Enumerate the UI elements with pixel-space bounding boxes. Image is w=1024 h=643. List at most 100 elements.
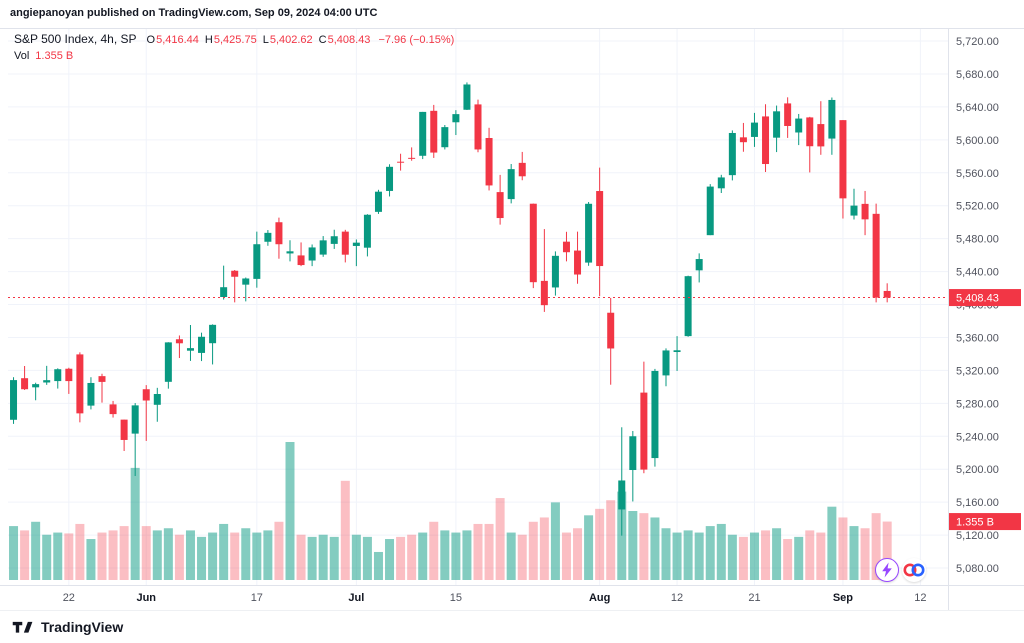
volume-bar [329,536,339,580]
time-axis-day-label: 12 [914,592,926,604]
candle-body [374,191,382,212]
candle-body [109,404,117,415]
volume-bar [252,532,262,580]
candle-body [363,214,371,248]
tradingview-logo[interactable] [12,619,34,635]
volume-bar [75,523,85,580]
volume-bar [418,532,428,580]
candle-body [386,166,394,191]
time-axis-month-label: Jun [136,592,156,604]
price-axis-label: 5,600.00 [956,135,999,147]
candle-body [728,132,736,176]
symbol-title[interactable]: S&P 500 Index, 4h, SP [14,32,137,46]
candle-body [10,380,18,420]
candle-body [408,157,416,159]
candle-body [784,103,792,126]
boost-icon[interactable] [875,558,899,582]
volume-bar [462,530,472,580]
volume-bar [617,491,627,580]
volume-bar [407,534,417,580]
time-axis-day-label: 15 [450,592,462,604]
volume-bar [429,521,439,580]
candle-body [463,84,471,110]
volume-bar [230,532,240,580]
candle-body [540,280,548,306]
price-axis-label: 5,480.00 [956,234,999,246]
candle-body [806,117,814,147]
volume-bar [174,534,184,580]
candle-body [209,324,217,344]
volume-bar [827,506,837,580]
volume-bar [31,521,41,580]
volume-bar [296,534,306,580]
volume-bar [219,523,229,580]
candle-body [618,480,626,510]
volume-bar [628,511,638,580]
volume-bar [550,502,560,580]
reactions-icon[interactable] [902,558,926,582]
candle-body [330,236,338,244]
low-value: 5,402.62 [269,34,313,46]
candle-body [717,177,725,189]
candle-body [507,169,515,200]
candle-body [762,116,770,165]
candle-body [551,255,559,288]
price-axis-label: 5,120.00 [956,530,999,542]
candle-body [695,259,703,271]
candle-body [120,419,128,440]
candle-body [684,276,692,337]
volume-label: Vol [14,50,30,62]
volume-bar [108,530,118,580]
volume-bar [539,517,549,580]
last-price-axis-label: 5,408.43 [949,289,1021,307]
time-axis-month-label: Jul [348,592,364,604]
price-axis[interactable]: 5,080.00 5,120.00 5,160.00 5,200.00 5,240.00… [956,36,999,575]
volume-bar [705,526,715,580]
volume-bar [197,536,207,580]
volume-bar [86,539,96,580]
candle-body [142,389,150,401]
attribution-text: angiepanoyan published on TradingView.co… [10,7,378,19]
volume-bar [882,521,892,580]
candle-body [596,191,604,267]
volume-bar [506,532,516,580]
footer-brand-text[interactable]: TradingView [41,619,124,635]
candle-body [286,251,294,254]
volume-bar [263,530,273,580]
volume-bar [318,534,328,580]
svg-text:1.355 B: 1.355 B [956,517,994,529]
candle-body [297,255,305,266]
close-value: 5,408.43 [327,34,371,46]
candle-body [839,120,847,199]
volume-bar [20,530,30,580]
volume-bar [860,528,870,580]
volume-bar [794,536,804,580]
time-axis-day-label: 22 [63,592,75,604]
volume-bar [749,532,759,580]
volume-bar [185,530,195,580]
candle-body [231,270,239,277]
time-axis-month-label: Aug [589,592,610,604]
high-pair: H5,425.75 [204,34,257,46]
volume-bar [97,532,107,580]
time-axis[interactable]: 22 Jun 17 Jul 15 Aug 12 21 Sep 12 [63,592,927,604]
chart-legend: S&P 500 Index, 4h, SP O5,416.44 H5,425.7… [14,31,454,64]
volume-bar [440,530,450,580]
time-axis-day-label: 21 [748,592,760,604]
candle-body [54,369,62,382]
volume-bar [639,513,649,580]
volume-bar [727,534,737,580]
volume-bar [694,532,704,580]
volume-bar [484,523,494,580]
candle-body [242,278,250,285]
candle-body [253,244,261,279]
volume-bar [595,508,605,580]
volume-bar [816,532,826,580]
candlesticks [10,82,891,536]
candle-body [264,232,272,242]
candle-body [319,240,327,255]
candle-body [562,241,570,253]
volume-bar [573,528,583,580]
